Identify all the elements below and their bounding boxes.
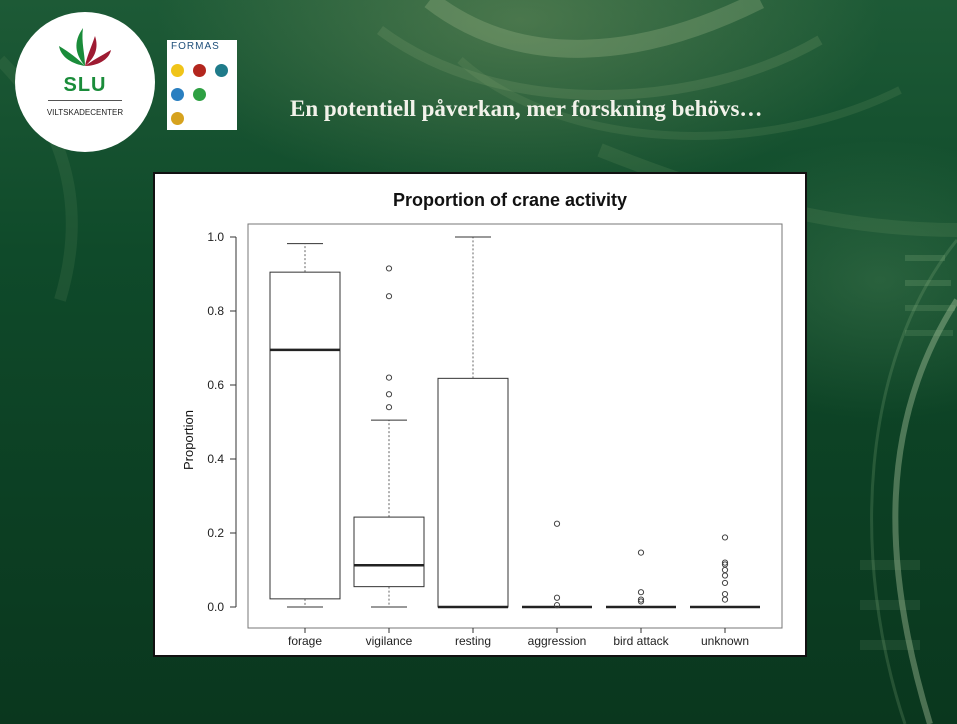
- outlier-point: [721, 590, 729, 598]
- outlier-point: [553, 602, 561, 609]
- y-tick-label: 0.6: [207, 378, 224, 392]
- slu-wordmark: SLU: [63, 74, 107, 96]
- y-tick-label: 0.0: [207, 600, 224, 614]
- chart-panel: Proportion of crane activity Proportion …: [153, 172, 807, 657]
- box: [269, 271, 341, 600]
- outlier-point: [385, 265, 393, 272]
- x-tick-label: resting: [455, 634, 491, 648]
- outlier-point: [721, 534, 729, 541]
- formas-dot: [215, 64, 228, 77]
- outlier-point: [721, 566, 729, 574]
- box: [437, 377, 509, 608]
- slide-title: En potentiell påverkan, mer forskning be…: [290, 96, 763, 121]
- outlier-point: [721, 596, 729, 603]
- plot-frame: [247, 223, 783, 629]
- outlier-point: [721, 572, 729, 579]
- outlier-point: [385, 404, 393, 411]
- slu-divider: [48, 100, 122, 101]
- outlier-point: [637, 596, 645, 603]
- formas-dot: [193, 64, 206, 77]
- outlier-point: [385, 391, 393, 398]
- formas-logo: FORMAS: [167, 40, 237, 130]
- x-tick-label: forage: [288, 634, 322, 648]
- chart-title: Proportion of crane activity: [393, 190, 627, 210]
- slu-subtitle: VILTSKADECENTER: [46, 108, 124, 117]
- outlier-point: [553, 520, 561, 527]
- boxplot-chart: Proportion of crane activity Proportion …: [181, 190, 783, 648]
- formas-dot: [171, 88, 184, 101]
- formas-wordmark: FORMAS: [171, 41, 220, 52]
- y-tick-label: 0.2: [207, 526, 224, 540]
- outlier-point: [553, 594, 561, 601]
- slu-logo: SLU VILTSKADECENTER: [15, 12, 155, 152]
- y-tick-label: 0.8: [207, 304, 224, 318]
- box: [353, 516, 425, 588]
- x-tick-label: aggression: [528, 634, 587, 648]
- formas-dot: [171, 64, 184, 77]
- y-tick-label: 1.0: [207, 230, 224, 244]
- formas-dot: [171, 112, 184, 125]
- outlier-point: [721, 559, 729, 566]
- x-tick-label: unknown: [701, 634, 749, 648]
- x-tick-label: bird attack: [613, 634, 669, 648]
- outlier-point: [637, 549, 645, 556]
- slu-leaf-icon: [59, 28, 111, 66]
- outlier-point: [385, 293, 393, 300]
- y-tick-label: 0.4: [207, 452, 224, 466]
- formas-dot: [193, 88, 206, 101]
- outlier-point: [721, 561, 729, 568]
- y-axis-label: Proportion: [181, 410, 196, 470]
- outlier-point: [637, 598, 645, 605]
- outlier-point: [637, 589, 645, 596]
- x-tick-label: vigilance: [366, 634, 413, 648]
- outlier-point: [721, 579, 729, 587]
- outlier-point: [385, 374, 393, 381]
